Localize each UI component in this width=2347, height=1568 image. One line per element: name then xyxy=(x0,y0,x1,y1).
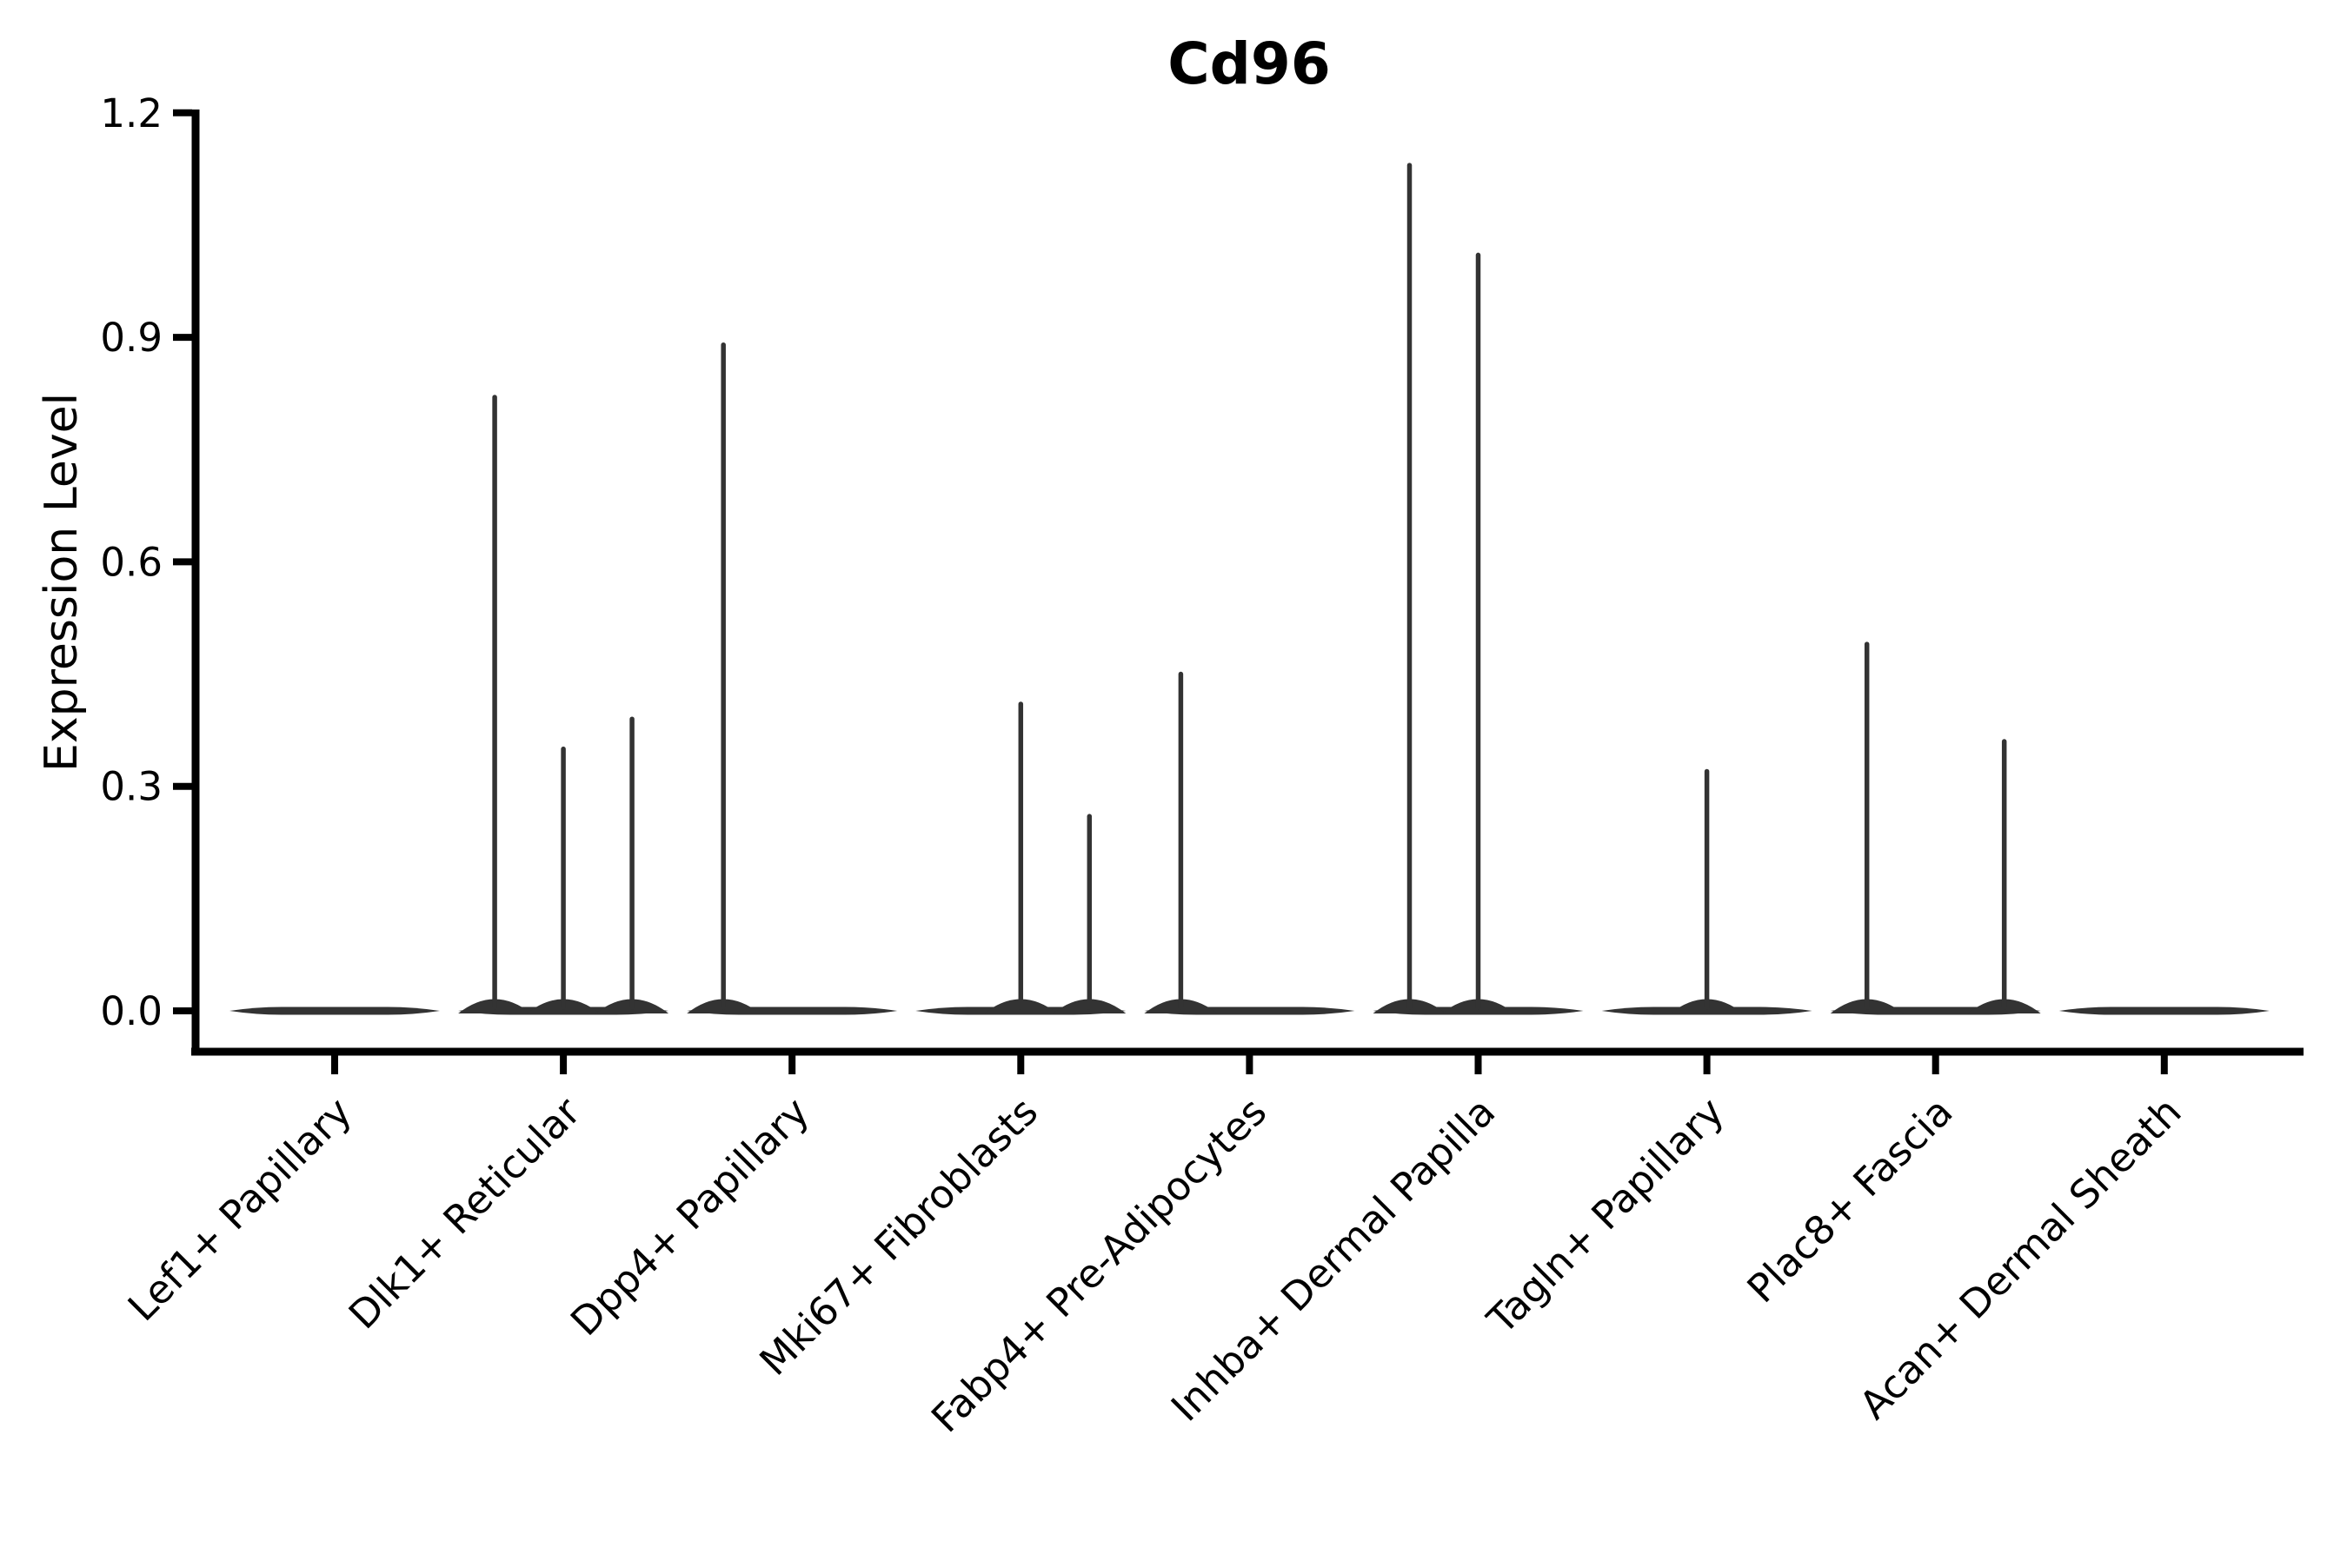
y-axis-ticks: 0.0 0.3 0.6 0.9 1.2 xyxy=(100,90,192,1034)
y-tick-label: 0.0 xyxy=(100,988,163,1034)
y-axis-label: Expression Level xyxy=(36,393,88,772)
violin-group xyxy=(1373,163,1584,1015)
x-tick-label: Plac8+ Fascia xyxy=(1739,1088,1962,1312)
violin-group xyxy=(458,395,669,1015)
x-tick-label: Lef1+ Papillary xyxy=(119,1088,361,1330)
x-tick-label: Tagln+ Papillary xyxy=(1478,1088,1732,1343)
violin-group xyxy=(687,342,898,1015)
violin-band xyxy=(2058,1007,2270,1015)
violin-band xyxy=(229,1007,440,1015)
x-tick-label: Dlk1+ Reticular xyxy=(340,1088,589,1338)
violin-group xyxy=(229,1007,440,1015)
y-tick-label: 0.3 xyxy=(100,764,163,810)
violins xyxy=(229,163,2270,1015)
violin-group xyxy=(1601,768,1812,1015)
y-tick-label: 0.6 xyxy=(100,539,163,585)
y-tick-label: 1.2 xyxy=(100,90,163,136)
violin-group xyxy=(1144,671,1355,1015)
violin-group xyxy=(1830,641,2041,1015)
violin-group xyxy=(2058,1007,2270,1015)
x-tick-label: Dpp4+ Papillary xyxy=(562,1088,818,1345)
violin-group xyxy=(915,701,1127,1015)
y-tick-label: 0.9 xyxy=(100,315,163,361)
chart-title: Cd96 xyxy=(1167,30,1331,97)
